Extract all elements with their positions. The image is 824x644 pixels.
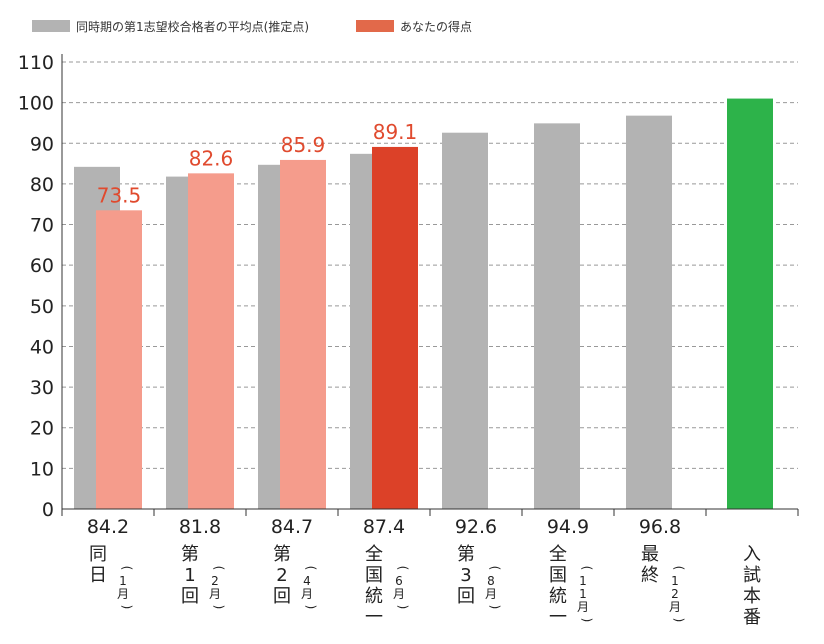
category-sublabel-char: 月 bbox=[669, 600, 681, 614]
category-sublabel-char: 2 bbox=[211, 574, 219, 588]
category-label-char: 1 bbox=[184, 565, 195, 586]
score-data-label: 73.5 bbox=[97, 183, 142, 207]
category-sublabel-char: 1 bbox=[671, 574, 679, 588]
category-label-char: 本 bbox=[743, 586, 761, 607]
category-sublabel-char: ( bbox=[396, 566, 410, 571]
category-label-char: 第 bbox=[457, 544, 475, 565]
average-bar bbox=[442, 132, 488, 509]
legend-item-score: あなたの得点 bbox=[356, 18, 472, 34]
legend-swatch-score bbox=[356, 20, 394, 32]
category-sublabel-char: ) bbox=[672, 618, 686, 623]
category-sublabel-char: ( bbox=[488, 566, 502, 571]
category-label-char: 最 bbox=[641, 544, 659, 565]
category-label-char: 番 bbox=[743, 607, 761, 628]
bars bbox=[74, 98, 773, 510]
category-sublabel-char: 月 bbox=[485, 587, 497, 601]
category-sublabel-char: 月 bbox=[301, 587, 313, 601]
category-sublabel-char: ) bbox=[304, 605, 318, 610]
y-tick-label: 0 bbox=[42, 499, 54, 521]
category-sublabel-char: 月 bbox=[209, 587, 221, 601]
category-label-char: 一 bbox=[365, 607, 383, 628]
score-data-label: 85.9 bbox=[281, 133, 326, 157]
category-sublabel-char: ) bbox=[120, 605, 134, 610]
score-data-label: 82.6 bbox=[189, 146, 234, 170]
category-label-char: 同 bbox=[89, 544, 107, 565]
average-value-label: 96.8 bbox=[639, 516, 681, 538]
category-label-char: 回 bbox=[181, 586, 199, 607]
category-sublabel-char: ) bbox=[396, 605, 410, 610]
category-sublabel-char: ( bbox=[212, 566, 226, 571]
category-sublabel-char: 1 bbox=[579, 574, 587, 588]
category-sublabel-char: 1 bbox=[579, 587, 587, 601]
category-sublabel-char: 月 bbox=[117, 587, 129, 601]
average-bar bbox=[534, 123, 580, 510]
average-value-label: 94.9 bbox=[547, 516, 589, 538]
y-tick-label: 40 bbox=[30, 336, 54, 358]
legend-item-average: 同時期の第1志望校合格者の平均点(推定点) bbox=[32, 18, 309, 34]
category-label-char: 第 bbox=[273, 544, 291, 565]
score-bar bbox=[280, 159, 326, 509]
category-label-char: 入 bbox=[743, 544, 761, 565]
score-data-label: 89.1 bbox=[373, 120, 418, 144]
y-tick-label: 90 bbox=[30, 133, 54, 155]
category-label-char: 国 bbox=[549, 565, 567, 586]
category-sublabel-char: 8 bbox=[487, 574, 495, 588]
category-sublabel-char: ( bbox=[120, 566, 134, 571]
y-tick-label: 50 bbox=[30, 296, 54, 318]
average-value-label: 84.7 bbox=[271, 516, 313, 538]
y-tick-label: 30 bbox=[30, 377, 54, 399]
category-label-char: 3 bbox=[460, 565, 471, 586]
axes bbox=[61, 54, 799, 516]
average-bar bbox=[626, 115, 672, 509]
category-label-char: 統 bbox=[549, 586, 567, 607]
y-tick-label: 10 bbox=[30, 458, 54, 480]
y-tick-label: 60 bbox=[30, 255, 54, 277]
category-sublabel-char: ( bbox=[672, 566, 686, 571]
category-sublabel-char: 6 bbox=[395, 574, 403, 588]
category-sublabel-char: ) bbox=[580, 618, 594, 623]
category-label-char: 終 bbox=[641, 565, 659, 586]
category-label-char: 回 bbox=[273, 586, 291, 607]
category-label-char: 2 bbox=[276, 565, 287, 586]
y-tick-label: 70 bbox=[30, 215, 54, 237]
category-label-char: 全 bbox=[549, 544, 567, 565]
category-sublabel-char: ) bbox=[488, 605, 502, 610]
score-bar bbox=[188, 173, 234, 510]
category-sublabel-char: ( bbox=[580, 566, 594, 571]
y-tick-label: 110 bbox=[18, 52, 54, 74]
category-label-char: 第 bbox=[181, 544, 199, 565]
category-label-char: 国 bbox=[365, 565, 383, 586]
category-label-char: 一 bbox=[549, 607, 567, 628]
category-label-char: 回 bbox=[457, 586, 475, 607]
final-exam-bar bbox=[727, 98, 773, 509]
legend-label-average: 同時期の第1志望校合格者の平均点(推定点) bbox=[76, 19, 309, 34]
average-value-label: 84.2 bbox=[87, 516, 129, 538]
score-bar bbox=[96, 210, 142, 509]
category-sublabel-char: 1 bbox=[119, 574, 127, 588]
category-label-char: 全 bbox=[365, 544, 383, 565]
category-sublabel-char: ) bbox=[212, 605, 226, 610]
average-value-label: 81.8 bbox=[179, 516, 221, 538]
category-sublabel-char: 2 bbox=[671, 587, 679, 601]
category-label-char: 統 bbox=[365, 586, 383, 607]
legend-swatch-average bbox=[32, 20, 70, 32]
category-sublabel-char: 4 bbox=[303, 574, 311, 588]
category-sublabel-char: 月 bbox=[393, 587, 405, 601]
score-bar bbox=[372, 146, 418, 509]
y-tick-label: 20 bbox=[30, 418, 54, 440]
category-label-char: 日 bbox=[89, 565, 107, 586]
legend-label-score: あなたの得点 bbox=[400, 19, 473, 34]
y-tick-label: 80 bbox=[30, 174, 54, 196]
category-label-char: 試 bbox=[743, 565, 761, 586]
average-value-label: 92.6 bbox=[455, 516, 497, 538]
average-value-label: 87.4 bbox=[363, 516, 405, 538]
y-tick-label: 100 bbox=[18, 93, 54, 115]
category-sublabel-char: 月 bbox=[577, 600, 589, 614]
category-sublabel-char: ( bbox=[304, 566, 318, 571]
